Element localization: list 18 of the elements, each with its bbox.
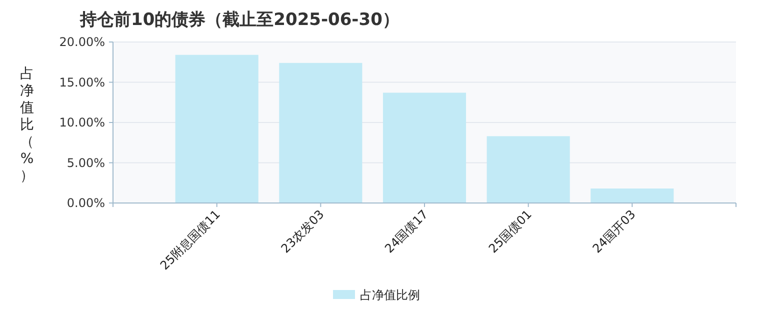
- bar: [175, 54, 258, 203]
- chart-title: 持仓前10的债券（截止至2025-06-30）: [79, 10, 400, 30]
- bar: [279, 62, 362, 203]
- y-axis-title: 占净值比（%）: [20, 66, 34, 184]
- x-tick-label: 24国债17: [382, 207, 431, 256]
- bar: [486, 136, 570, 203]
- x-tick-label: 25附息国债11: [158, 207, 223, 273]
- y-tick-label: 20.00%: [59, 35, 105, 49]
- y-tick-label: 0.00%: [66, 196, 105, 210]
- x-tick-label: 24国开03: [590, 207, 638, 256]
- y-tick-label: 15.00%: [59, 75, 105, 90]
- bar: [590, 188, 674, 203]
- y-tick-label: 5.00%: [66, 156, 105, 170]
- x-tick-label: 25国债01: [486, 207, 534, 256]
- legend-label: 占净值比例: [360, 288, 420, 302]
- y-tick-label: 10.00%: [59, 116, 105, 130]
- bar: [382, 92, 466, 203]
- x-tick-label: 23农发03: [278, 207, 327, 256]
